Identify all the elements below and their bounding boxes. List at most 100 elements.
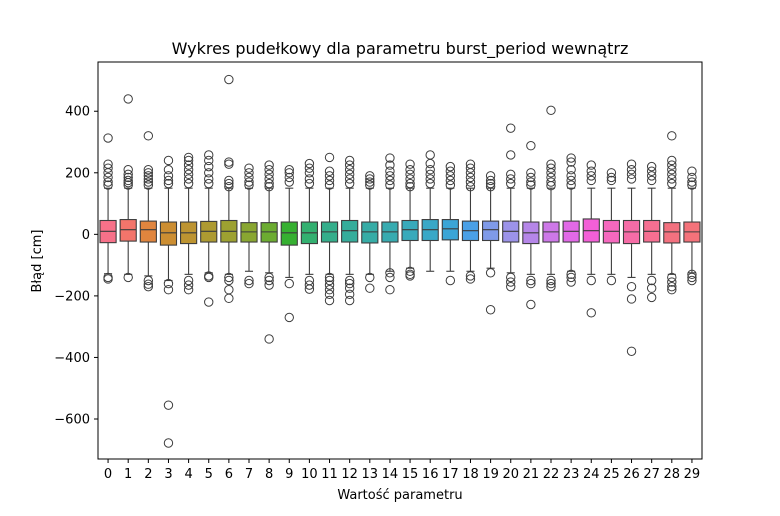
outlier-point	[586, 171, 596, 181]
box-1	[119, 94, 137, 283]
outlier-point	[526, 141, 536, 151]
outlier-point	[264, 165, 274, 175]
outlier-point	[586, 175, 596, 186]
box-27	[643, 161, 661, 303]
outlier-point	[103, 168, 113, 178]
outlier-point	[284, 312, 294, 323]
outlier-point	[526, 172, 536, 183]
outlier-point	[626, 281, 637, 292]
outlier-point	[667, 174, 677, 184]
outlier-point	[163, 178, 174, 189]
outlier-point	[626, 294, 637, 304]
x-tick-label: 23	[563, 467, 580, 482]
outlier-point	[324, 152, 335, 163]
outlier-point	[304, 168, 315, 178]
outlier-point	[485, 268, 496, 278]
outlier-point	[365, 180, 375, 190]
outlier-point	[566, 157, 576, 167]
box-iqr	[481, 220, 500, 242]
x-tick-label: 9	[285, 467, 293, 482]
outlier-point	[204, 168, 214, 178]
x-tick-label: 5	[205, 467, 213, 482]
outlier-point	[183, 160, 194, 170]
x-tick-label: 4	[184, 467, 192, 482]
outlier-point	[324, 272, 335, 283]
y-tick-label: 0	[82, 228, 90, 243]
y-tick-label: −600	[54, 412, 90, 427]
outlier-point	[224, 74, 234, 85]
outlier-point	[506, 123, 516, 133]
outlier-point	[204, 178, 214, 189]
outlier-point	[506, 277, 516, 287]
box-18	[461, 159, 480, 284]
outlier-point	[425, 150, 435, 160]
outlier-point	[244, 275, 254, 286]
outlier-point	[324, 280, 335, 290]
outlier-point	[123, 177, 133, 188]
outlier-point	[244, 180, 254, 190]
outlier-point	[344, 174, 355, 184]
outlier-point	[103, 163, 113, 173]
outlier-point	[143, 131, 154, 141]
outlier-point	[526, 275, 536, 286]
box-9	[280, 165, 298, 323]
outlier-point	[264, 334, 274, 344]
outlier-point	[344, 283, 355, 293]
outlier-point	[264, 272, 274, 283]
outlier-point	[183, 155, 194, 166]
outlier-point	[506, 169, 516, 180]
x-tick-label: 18	[462, 467, 479, 482]
outlier-point	[667, 272, 677, 283]
outlier-point	[646, 283, 657, 293]
box-iqr	[280, 221, 298, 246]
box-3	[159, 155, 178, 448]
outlier-point	[224, 293, 234, 304]
outlier-point	[143, 275, 154, 286]
box-12	[341, 155, 359, 306]
box-0	[99, 133, 117, 284]
y-tick-label: 200	[65, 166, 90, 181]
outlier-point	[385, 285, 395, 295]
outlier-point	[546, 275, 556, 286]
outlier-point	[667, 155, 677, 166]
x-tick-label: 15	[402, 467, 419, 482]
x-tick-label: 22	[543, 467, 560, 482]
y-axis: −600 −400 −200 0 200 400	[54, 105, 98, 427]
box-5	[200, 150, 218, 307]
outlier-point	[304, 163, 315, 173]
outlier-point	[606, 275, 617, 286]
outlier-point	[344, 295, 355, 306]
outlier-point	[606, 175, 617, 186]
outlier-point	[143, 168, 154, 178]
x-tick-label: 27	[643, 467, 660, 482]
outlier-point	[566, 277, 576, 287]
outlier-point	[264, 275, 274, 286]
outlier-point	[123, 165, 133, 175]
box-11	[320, 152, 339, 306]
outlier-point	[586, 166, 596, 176]
outlier-point	[103, 274, 113, 284]
outlier-point	[566, 269, 576, 280]
outlier-point	[687, 272, 697, 283]
outlier-point	[264, 160, 274, 170]
outlier-point	[425, 174, 435, 184]
y-tick-label: 400	[65, 105, 90, 120]
x-axis-label: Wartość parametru	[337, 488, 462, 503]
outlier-point	[204, 161, 214, 172]
outlier-point	[183, 178, 194, 189]
x-tick-label: 2	[144, 467, 152, 482]
box-15	[401, 159, 419, 281]
outlier-point	[646, 166, 657, 176]
outlier-point	[264, 174, 274, 184]
outlier-point	[667, 160, 677, 170]
outlier-point	[566, 165, 576, 175]
outlier-point	[365, 177, 375, 187]
x-tick-label: 11	[321, 467, 338, 482]
outlier-point	[626, 174, 637, 184]
outlier-point	[667, 165, 677, 175]
outlier-point	[385, 272, 395, 283]
outlier-point	[385, 153, 395, 163]
box-24	[582, 160, 600, 318]
outlier-point	[667, 285, 677, 295]
outlier-point	[284, 172, 294, 183]
